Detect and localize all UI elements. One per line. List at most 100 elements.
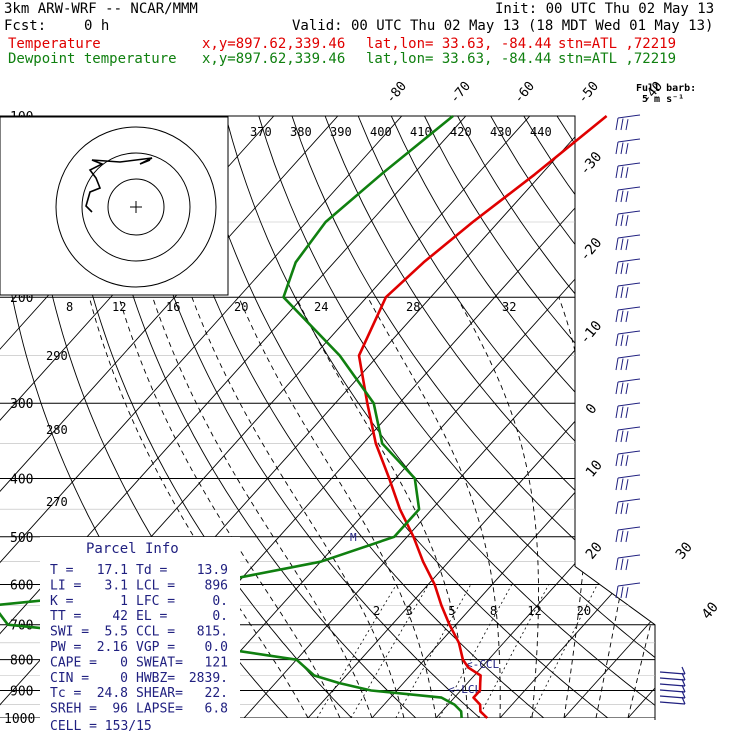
wind-barb-flag: [625, 407, 629, 419]
parcel-key-right: HWBZ=: [136, 671, 175, 686]
pressure-tick-label: 400: [10, 472, 33, 487]
isotherm-line: [243, 116, 655, 718]
hodograph-ring: [55, 126, 217, 288]
parcel-key-right: SWEAT=: [136, 655, 183, 670]
theta-top-label: 400: [370, 125, 392, 139]
parcel-key-left: K =: [50, 594, 74, 609]
wind-barb-flag: [625, 263, 629, 275]
mixing-ratio-label: 20: [577, 604, 591, 618]
wind-barb-staff: [617, 474, 641, 479]
pressure-tick-label: 900: [10, 684, 33, 699]
parcel-value-left: 2.16: [97, 640, 128, 655]
parcel-value-left: 1: [120, 594, 128, 609]
parcel-key-left: T =: [50, 563, 74, 578]
mixing-ratio-label: 12: [527, 604, 541, 618]
parcel-key-left: CAPE =: [50, 655, 97, 670]
hodo-ring-label: 20: [234, 300, 248, 314]
wind-barb-flag: [620, 558, 624, 571]
parcel-value-right: 0.0: [205, 640, 228, 655]
wind-barb-staff: [617, 210, 641, 215]
hodograph-ring: [81, 152, 191, 262]
moist-adiabat-line: [191, 297, 405, 718]
hodo-ring-label: 12: [112, 300, 126, 314]
hodo-ring-label: 16: [166, 300, 180, 314]
wind-barb-staff: [617, 114, 641, 119]
mixing-ratio-line: [316, 584, 397, 718]
parcel-key-right: EL =: [136, 609, 167, 624]
parcel-key-right: LCL =: [136, 578, 175, 593]
wind-barb-flag: [625, 167, 629, 179]
parcel-key-left: TT =: [50, 609, 81, 624]
isotherm-right-label: 20: [583, 539, 606, 562]
dry-adiabat-line: [490, 116, 655, 718]
isotherm-right-label: 30: [673, 539, 696, 562]
wind-barb-staff: [617, 426, 641, 431]
wind-barb-flag: [615, 529, 619, 543]
wind-barb-flag: [620, 310, 624, 323]
theta-top-label: 440: [530, 125, 552, 139]
dry-adiabat-line: [523, 116, 655, 718]
wind-barb-staff: [659, 701, 686, 705]
wind-barb-flag: [625, 383, 629, 395]
init-time: Init: 00 UTC Thu 02 May 13: [495, 1, 715, 17]
wind-barb-staff: [617, 282, 641, 287]
wind-barb-flag: [615, 453, 619, 467]
wind-barb-flag: [681, 684, 686, 693]
wind-barb-flag: [625, 587, 629, 599]
hodo-ring-label: 28: [406, 300, 420, 314]
wind-barb-flag: [615, 429, 619, 443]
parcel-info-box: Parcel Info T = 17.1 Td = 13.9 LI = 3.1 LCL = 89…: [40, 537, 240, 734]
wind-barb-flag: [625, 287, 629, 299]
temp-legend-xy: x,y=897.62,339.46: [202, 36, 346, 52]
dry-adiabat-line: [690, 116, 740, 718]
parcel-key-left: SREH =: [50, 702, 97, 717]
dry-adiabat-line: [258, 116, 655, 718]
dry-adiabat-line: [125, 116, 481, 718]
dry-adiabat-line: [357, 116, 655, 718]
theta-left-label: 270: [46, 495, 68, 509]
wind-barb-flag: [625, 215, 629, 227]
mixing-ratio-label: 3: [405, 604, 412, 618]
dewpoint-line: [0, 114, 463, 719]
model-title: 3km ARW-WRF -- NCAR/MMM: [4, 1, 198, 17]
wind-barb-staff: [617, 306, 641, 311]
moist-adiabat-line: [558, 297, 589, 718]
parcel-value-right: 121: [205, 655, 228, 670]
isotherm-line: [0, 116, 467, 718]
dry-adiabat-line: [92, 116, 417, 718]
parcel-value-right: 815.: [197, 625, 228, 640]
parcel-key-left: PW =: [50, 640, 81, 655]
parcel-key-right: LFC =: [136, 594, 175, 609]
mixing-ratio-label: 5: [448, 604, 455, 618]
wind-barb-flag: [625, 559, 629, 571]
theta-left-label: 290: [46, 349, 68, 363]
parcel-value-left: 0: [120, 655, 128, 670]
isotherm-right-label: 40: [699, 599, 722, 622]
parcel-value-left: 0: [120, 671, 128, 686]
moist-adiabat-line: [595, 297, 654, 718]
wind-barb-staff: [617, 402, 641, 407]
theta-top-label: 420: [450, 125, 472, 139]
parcel-value-right: 0.: [212, 594, 228, 609]
dry-adiabat-line: [390, 116, 655, 718]
wind-barb-staff: [617, 450, 641, 455]
wind-barb-flag: [620, 586, 624, 599]
fcst-label: Fcst:: [4, 18, 47, 34]
parcel-key-right: SHEAR=: [136, 686, 183, 701]
temp-legend-label: Temperature: [8, 36, 101, 52]
isotherm-line: [371, 116, 655, 718]
isotherm-right-label: -10: [577, 318, 606, 348]
isotherm-line: [0, 116, 403, 718]
fcst-value: 0 h: [84, 18, 110, 34]
wind-barb-flag: [620, 190, 624, 203]
dewp-legend-label: Dewpoint temperature: [8, 51, 177, 67]
wind-barb-staff: [659, 677, 686, 681]
wind-barb-flag: [620, 238, 624, 251]
pressure-tick-label: 600: [10, 578, 33, 593]
isotherm-top-label: -50: [575, 79, 602, 107]
dewp-legend-stn: stn=ATL ,72219: [558, 51, 677, 67]
wind-barb-flag: [615, 357, 619, 371]
wind-barb-flag: [615, 189, 619, 203]
dry-adiabat-line: [291, 116, 655, 718]
parcel-value-right: 0.: [212, 609, 228, 624]
